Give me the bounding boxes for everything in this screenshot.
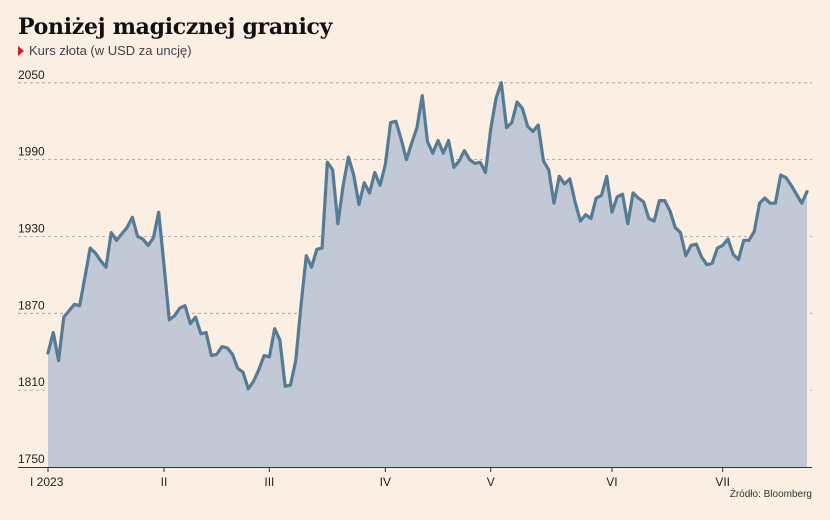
x-tick-label: II: [161, 475, 168, 489]
x-tick-label: I 2023: [30, 475, 64, 489]
x-tick-label: III: [264, 475, 274, 489]
price-line: [46, 81, 809, 391]
y-tick-label: 1930: [18, 221, 45, 235]
x-tick-label: IV: [380, 475, 391, 489]
triangle-marker-icon: [18, 45, 24, 56]
y-tick-label: 1990: [18, 145, 45, 159]
chart-title: Poniżej magicznej granicy: [18, 14, 333, 40]
x-axis-ticks: I 2023 II III IV V VI VII: [30, 467, 730, 489]
subtitle-text: Kurs złota (w USD za uncję): [29, 43, 192, 58]
chart-subtitle: Kurs złota (w USD za uncję): [18, 43, 192, 58]
y-tick-label: 1870: [18, 298, 45, 312]
y-tick-label: 1750: [18, 452, 45, 466]
x-tick-label: VII: [715, 475, 730, 489]
x-tick-label: VI: [606, 475, 617, 489]
y-tick-label: 1810: [18, 375, 45, 389]
y-axis-ticks: 1750 1810 1870 1930 1990 2050: [18, 68, 45, 466]
source-note: Źródło: Bloomberg: [729, 489, 812, 500]
y-tick-label: 2050: [18, 68, 45, 82]
price-area: [48, 82, 807, 467]
x-tick-label: V: [487, 475, 495, 489]
